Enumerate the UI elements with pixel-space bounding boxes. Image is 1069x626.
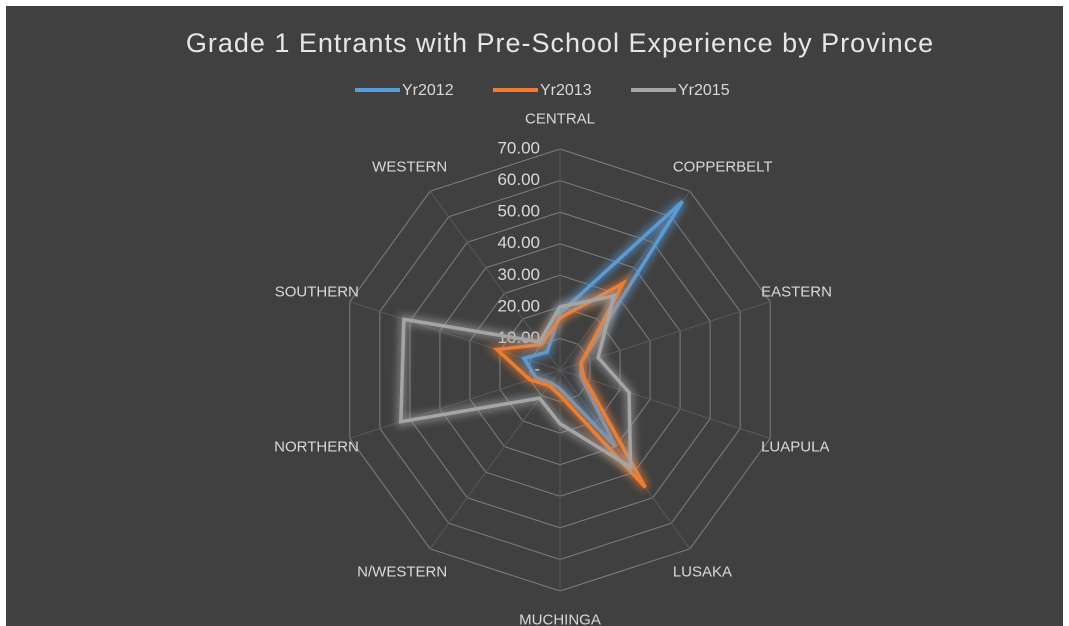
chart-title: Grade 1 Entrants with Pre-School Experie…: [186, 28, 934, 58]
series-line: [399, 293, 633, 471]
y-tick-label: 70.00: [497, 138, 540, 157]
category-label: LUSAKA: [673, 563, 732, 580]
category-label: LUAPULA: [761, 438, 829, 455]
category-label: EASTERN: [761, 284, 832, 301]
category-label: CENTRAL: [525, 111, 595, 128]
y-tick-label: -: [534, 359, 540, 378]
background: [6, 6, 1063, 626]
y-tick-label: 50.00: [497, 202, 540, 221]
legend-label: Yr2012: [402, 82, 454, 99]
category-label: NORTHERN: [274, 438, 359, 455]
y-tick-label: 60.00: [497, 170, 540, 189]
category-label: SOUTHERN: [275, 284, 359, 301]
category-label: COPPERBELT: [673, 158, 773, 175]
y-tick-label: 30.00: [497, 265, 540, 284]
y-tick-label: 40.00: [497, 233, 540, 252]
spoke: [349, 369, 561, 439]
category-label: N/WESTERN: [357, 563, 447, 580]
category-label: MUCHINGA: [519, 611, 601, 626]
spoke: [559, 369, 771, 439]
legend: Yr2012 Yr2013 Yr2015: [355, 82, 730, 99]
series-line: [492, 278, 647, 489]
legend-label: Yr2015: [678, 82, 730, 99]
category-label: WESTERN: [372, 158, 447, 175]
y-tick-label: 20.00: [497, 296, 540, 315]
legend-label: Yr2013: [540, 82, 592, 99]
